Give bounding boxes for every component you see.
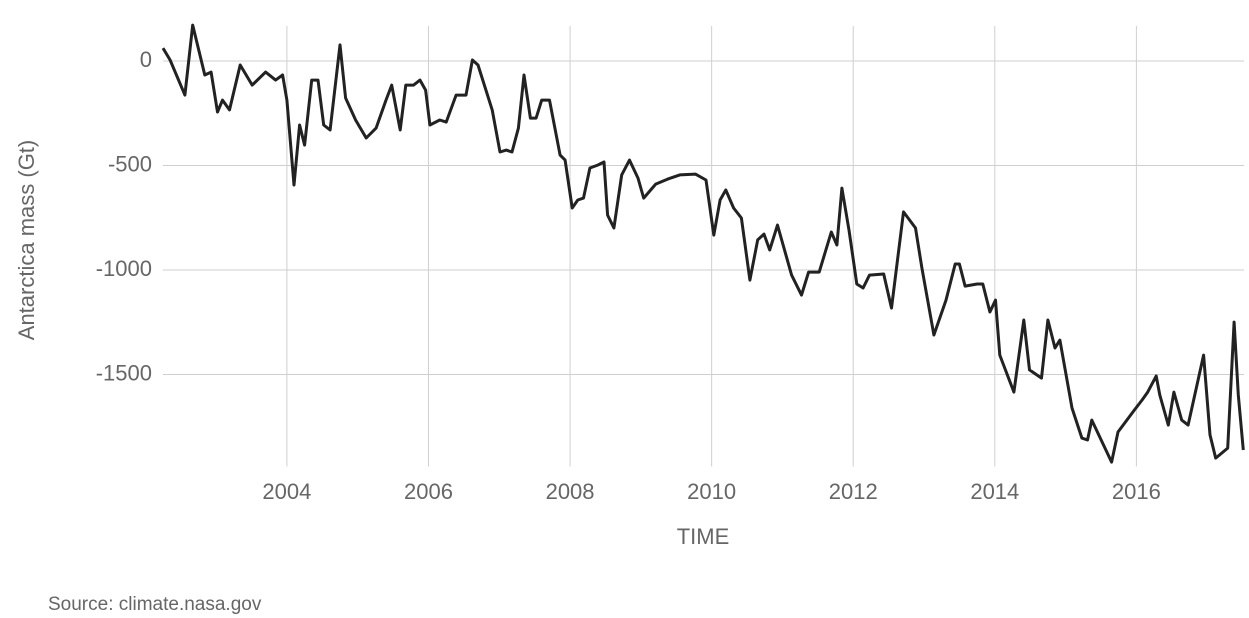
- y-tick-label: -1500: [96, 360, 152, 385]
- x-axis-label: TIME: [677, 524, 730, 549]
- y-tick-label: -500: [108, 151, 152, 176]
- x-tick-label: 2012: [829, 479, 878, 504]
- source-note: Source: climate.nasa.gov: [48, 594, 262, 615]
- x-tick-label: 2014: [970, 479, 1019, 504]
- x-tick-label: 2006: [404, 479, 453, 504]
- y-tick-label: 0: [140, 47, 152, 72]
- data-line: [161, 23, 1245, 464]
- x-tick-label: 2016: [1112, 479, 1161, 504]
- x-tick-label: 2010: [687, 479, 736, 504]
- x-tick-label: 2004: [262, 479, 311, 504]
- y-tick-label: -1000: [96, 256, 152, 281]
- x-tick-label: 2008: [546, 479, 595, 504]
- y-axis-label: Antarctica mass (Gt): [14, 140, 39, 340]
